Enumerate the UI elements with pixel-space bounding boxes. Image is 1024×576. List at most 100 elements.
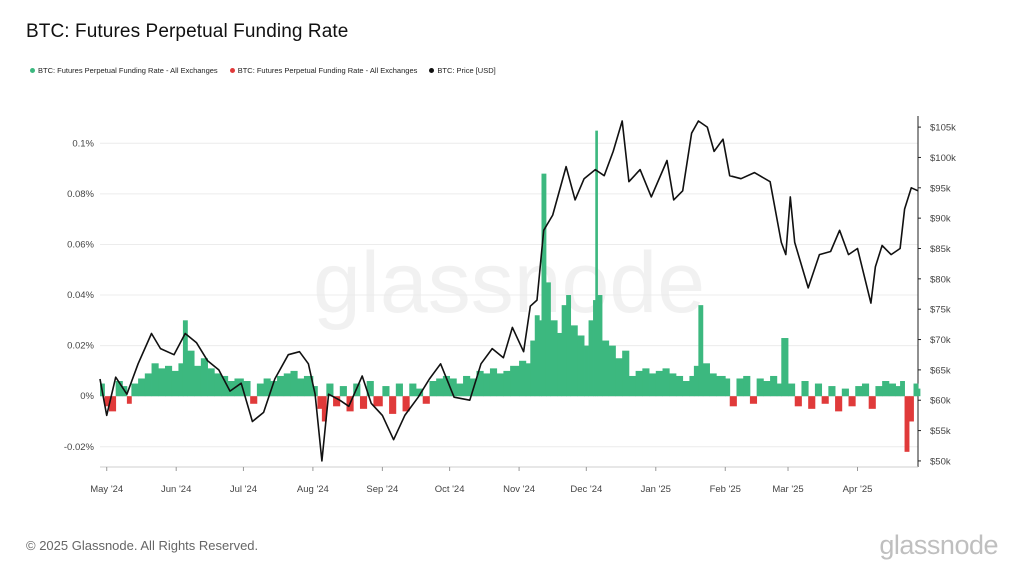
funding-bar-positive bbox=[725, 378, 731, 397]
funding-bar-negative bbox=[389, 396, 397, 414]
x-axis-tick-label: Feb '25 bbox=[710, 484, 741, 495]
funding-bar-positive bbox=[682, 381, 690, 397]
funding-bar-positive bbox=[655, 370, 663, 397]
funding-bar-positive bbox=[534, 315, 540, 397]
funding-bar-positive bbox=[781, 338, 789, 397]
funding-bar-positive bbox=[442, 375, 451, 397]
funding-bar-positive bbox=[171, 370, 179, 397]
x-axis-tick-label: Jan '25 bbox=[641, 484, 671, 495]
funding-bar-positive bbox=[675, 375, 684, 397]
funding-bar-positive bbox=[743, 375, 751, 397]
funding-bar-positive bbox=[200, 358, 208, 397]
funding-bar-positive bbox=[566, 295, 572, 397]
right-axis-tick-label: $70k bbox=[930, 335, 951, 346]
funding-bar-positive bbox=[144, 373, 152, 397]
funding-bar-positive bbox=[888, 383, 896, 397]
funding-bar-positive bbox=[214, 373, 222, 397]
brand-logo: glassnode bbox=[879, 530, 998, 560]
funding-bar-negative bbox=[821, 396, 829, 404]
chart-title: BTC: Futures Perpetual Funding Rate bbox=[26, 21, 349, 42]
funding-bar-positive bbox=[788, 383, 796, 397]
funding-bar-positive bbox=[519, 360, 527, 397]
x-axis-tick-label: Sep '24 bbox=[366, 484, 398, 495]
legend-item-price[interactable]: BTC: Price [USD] bbox=[429, 66, 496, 75]
x-axis-tick-label: Nov '24 bbox=[503, 484, 535, 495]
funding-bar-positive bbox=[303, 375, 314, 397]
funding-bar-positive bbox=[187, 350, 195, 397]
left-axis-tick-label: 0.06% bbox=[67, 239, 94, 250]
funding-bar-positive bbox=[525, 363, 531, 397]
left-axis-tick-label: -0.02% bbox=[64, 442, 95, 453]
funding-bar-positive bbox=[716, 375, 726, 397]
funding-bar-positive bbox=[263, 378, 271, 397]
funding-bar-positive bbox=[541, 173, 547, 397]
funding-bar-negative bbox=[359, 396, 368, 409]
funding-bar-positive bbox=[182, 320, 188, 397]
funding-bar-positive bbox=[763, 381, 771, 397]
right-axis-tick-label: $65k bbox=[930, 365, 951, 376]
funding-bar-positive bbox=[550, 320, 558, 397]
funding-bar-positive bbox=[584, 345, 589, 397]
right-axis-tick-label: $55k bbox=[930, 426, 951, 437]
funding-bar-positive bbox=[595, 130, 598, 397]
funding-bar-positive bbox=[510, 365, 520, 397]
funding-bar-positive bbox=[409, 383, 417, 397]
x-axis-tick-label: Aug '24 bbox=[297, 484, 329, 495]
funding-bar-positive bbox=[649, 373, 657, 397]
funding-bar-positive bbox=[429, 381, 437, 397]
funding-bar-positive bbox=[635, 370, 643, 397]
funding-bar-positive bbox=[243, 381, 251, 397]
funding-bar-positive bbox=[151, 363, 159, 397]
funding-bar-positive bbox=[709, 373, 717, 397]
legend-dot-black bbox=[429, 67, 435, 73]
funding-bar-positive bbox=[900, 381, 905, 397]
x-axis-tick-label: Apr '25 bbox=[843, 484, 873, 495]
funding-bar-positive bbox=[913, 383, 919, 397]
funding-bar-positive bbox=[642, 368, 650, 397]
funding-bar-negative bbox=[402, 396, 410, 412]
funding-bar-positive bbox=[801, 381, 809, 397]
funding-bar-positive bbox=[115, 381, 123, 397]
price-line bbox=[99, 120, 919, 462]
right-axis-tick-label: $100k bbox=[930, 153, 956, 164]
funding-bar-positive bbox=[283, 373, 291, 397]
left-axis-tick-label: 0.02% bbox=[67, 341, 94, 352]
funding-bar-positive bbox=[158, 368, 166, 397]
x-axis-tick-label: May '24 bbox=[90, 484, 123, 495]
right-axis-tick-label: $95k bbox=[930, 183, 951, 194]
funding-bar-positive bbox=[164, 365, 173, 397]
funding-bar-positive bbox=[456, 383, 464, 397]
funding-bar-negative bbox=[126, 396, 132, 404]
funding-bar-negative bbox=[794, 396, 802, 407]
funding-bar-negative bbox=[317, 396, 323, 409]
funding-bar-positive bbox=[875, 386, 883, 397]
funding-bar-positive bbox=[662, 368, 670, 397]
legend-item-funding-positive[interactable]: BTC: Futures Perpetual Funding Rate - Al… bbox=[30, 66, 218, 75]
funding-bar-positive bbox=[693, 365, 699, 397]
funding-bar-positive bbox=[234, 378, 244, 397]
funding-bar-positive bbox=[861, 383, 870, 397]
right-axis-tick-label: $105k bbox=[930, 123, 956, 134]
left-axis-tick-label: 0.1% bbox=[72, 138, 94, 149]
left-axis-tick-label: 0.04% bbox=[67, 290, 94, 301]
funding-bar-positive bbox=[290, 370, 298, 397]
funding-bar-positive bbox=[131, 383, 139, 397]
chart-legend: BTC: Futures Perpetual Funding Rate - Al… bbox=[30, 64, 508, 76]
legend-item-funding-negative[interactable]: BTC: Futures Perpetual Funding Rate - Al… bbox=[229, 66, 417, 75]
x-axis-tick-label: Mar '25 bbox=[772, 484, 803, 495]
funding-bar-positive bbox=[489, 368, 498, 397]
funding-bar-positive bbox=[841, 388, 849, 397]
funding-bar-positive bbox=[366, 381, 374, 397]
funding-bar-positive bbox=[776, 383, 782, 397]
funding-bar-positive bbox=[622, 350, 630, 397]
funding-bar-positive bbox=[395, 383, 403, 397]
funding-bar-positive bbox=[207, 368, 215, 397]
funding-bar-positive bbox=[227, 381, 235, 397]
funding-bar-positive bbox=[178, 363, 184, 397]
funding-bar-positive bbox=[339, 386, 347, 397]
funding-bar-positive bbox=[689, 375, 695, 397]
funding-bar-positive bbox=[561, 305, 567, 397]
funding-bar-negative bbox=[808, 396, 816, 409]
funding-bar-positive bbox=[608, 345, 616, 397]
